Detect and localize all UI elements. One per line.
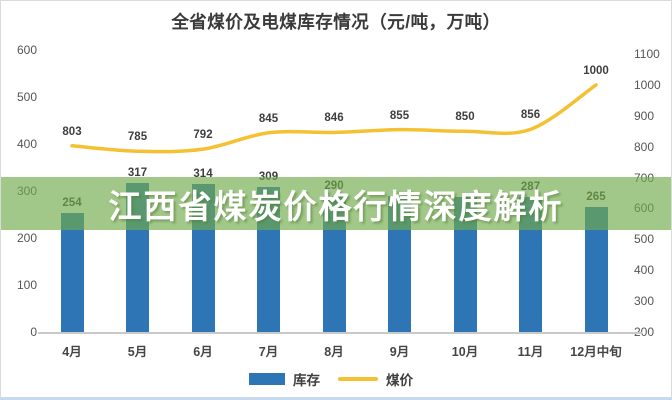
banner-overlay: 江西省煤炭价格行情深度解析 [1, 177, 671, 230]
x-axis-line [38, 332, 642, 334]
left-axis-tick: 500 [16, 90, 37, 104]
inventory-bar [60, 212, 84, 332]
legend-label: 煤价 [386, 373, 413, 388]
right-axis-tick: 1100 [634, 47, 660, 61]
price-value-label: 856 [520, 109, 541, 122]
right-axis-tick: 200 [634, 325, 655, 339]
left-axis-tick: 0 [30, 325, 37, 339]
x-axis-label: 11月 [517, 345, 544, 359]
price-value-label: 846 [324, 112, 344, 125]
right-axis-tick: 500 [634, 232, 655, 247]
price-value-label: 785 [127, 131, 148, 144]
price-value-label: 792 [193, 129, 213, 142]
left-axis-tick: 400 [16, 137, 37, 151]
chart-legend: 库存 煤价 [1, 369, 671, 389]
inventory-bar [388, 196, 411, 332]
left-axis-tick: 100 [16, 278, 37, 292]
inventory-value-label: 317 [127, 167, 148, 179]
x-axis-label: 10月 [451, 345, 479, 359]
x-axis-label: 7月 [258, 345, 279, 359]
x-axis-label: 12月中旬 [570, 345, 622, 359]
legend-line-swatch [338, 377, 378, 381]
right-axis-tick: 800 [634, 139, 655, 154]
chart-title: 全省煤价及电煤库存情况（元/吨，万吨） [171, 12, 501, 32]
left-axis-tick: 600 [16, 43, 37, 57]
banner-title: 江西省煤炭价格行情深度解析 [108, 187, 564, 225]
inventory-bar [453, 196, 477, 332]
x-axis-label: 6月 [193, 345, 213, 359]
right-axis-tick: 1000 [634, 77, 661, 92]
price-value-label: 850 [455, 111, 475, 124]
banner-background [1, 177, 671, 230]
right-axis-tick: 900 [634, 108, 655, 123]
inventory-bar [519, 197, 542, 332]
x-axis-label: 9月 [389, 345, 410, 359]
price-value-label: 845 [258, 112, 279, 125]
price-value-label: 1000 [583, 64, 609, 77]
right-axis-tick: 300 [634, 294, 655, 309]
price-value-label: 855 [389, 109, 410, 122]
x-axis-label: 4月 [62, 345, 82, 359]
legend-label: 库存 [293, 373, 320, 388]
left-axis-tick: 200 [16, 231, 37, 245]
inventory-bar [584, 207, 608, 332]
x-axis-label: 8月 [324, 345, 344, 359]
price-value-label: 803 [62, 125, 82, 138]
x-axis-label: 5月 [127, 345, 148, 359]
right-axis-tick: 400 [634, 263, 655, 278]
legend-bar-swatch [249, 373, 285, 385]
